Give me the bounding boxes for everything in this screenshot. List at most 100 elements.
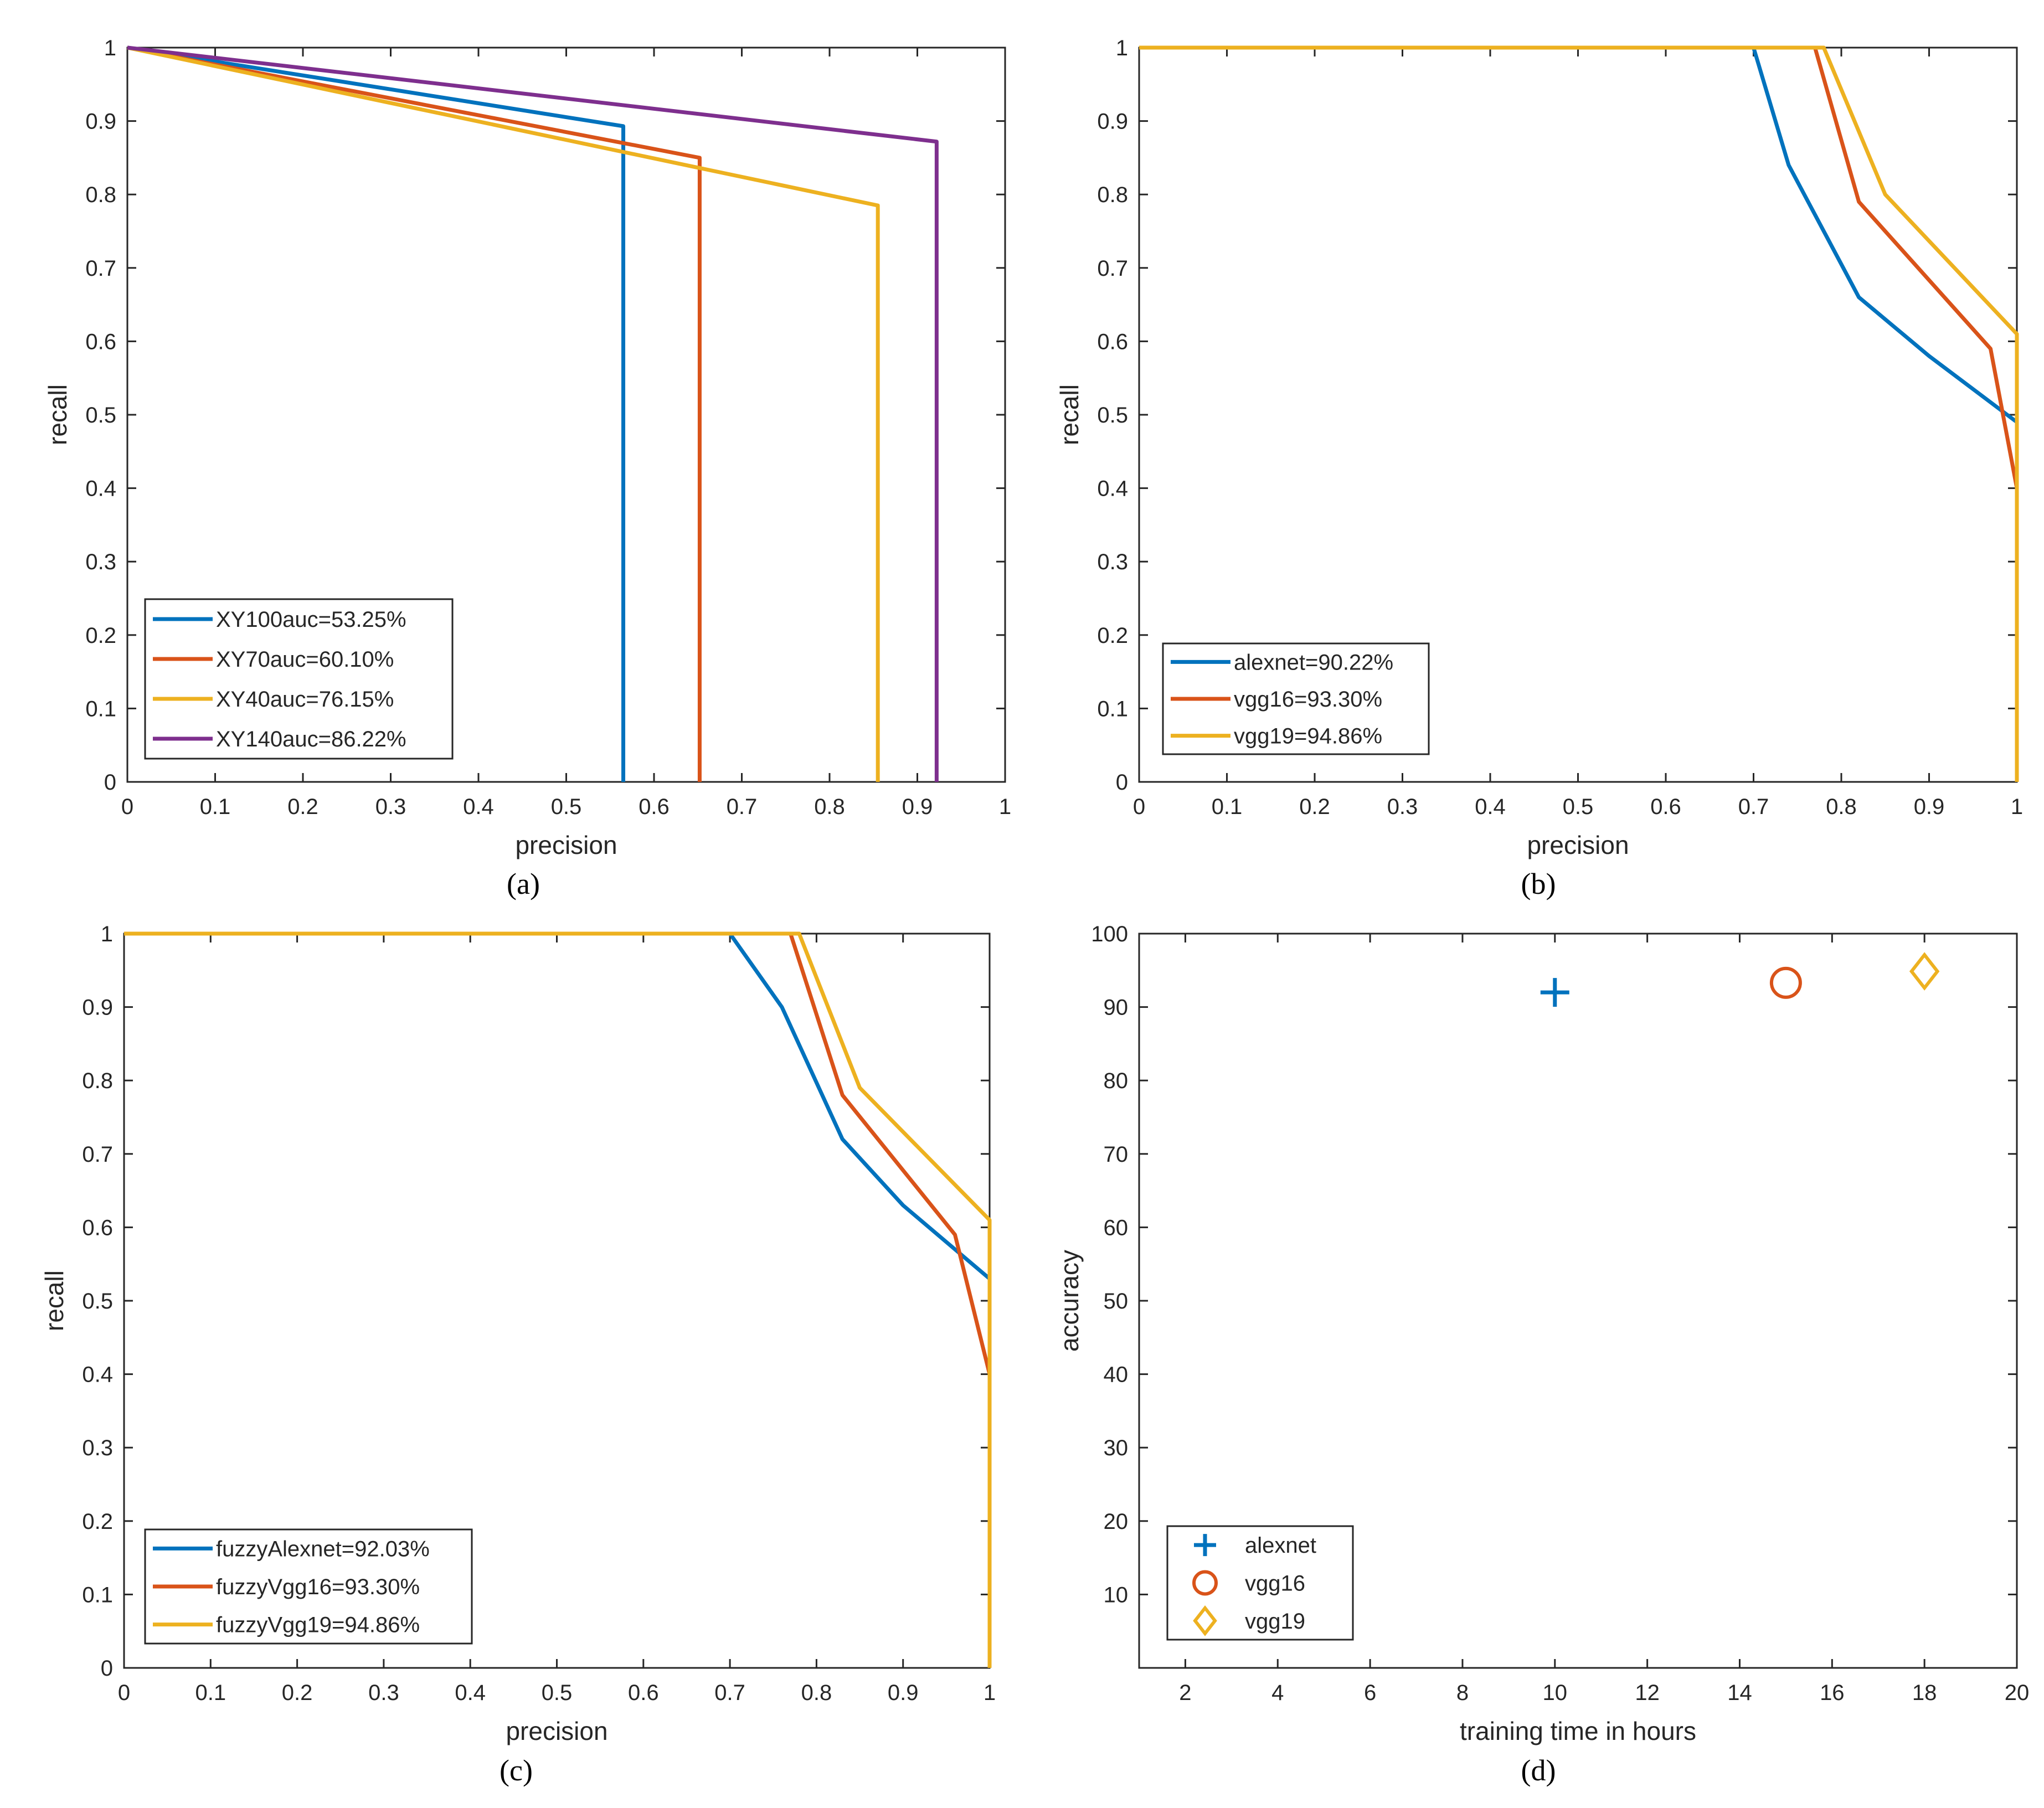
series-line-2: [127, 45, 880, 782]
x-tick-label: 0: [1133, 795, 1145, 819]
x-tick-label: 4: [1271, 1681, 1284, 1705]
y-tick-label: 90: [1104, 996, 1129, 1020]
x-tick-label: 1: [984, 1681, 996, 1705]
x-tick-label: 0.1: [195, 1681, 226, 1705]
y-tick-label: 0.3: [85, 550, 116, 574]
legend-label: XY100auc=53.25%: [216, 607, 406, 632]
series-line-2: [1139, 45, 2019, 782]
x-tick-label: 0.2: [287, 795, 318, 819]
y-tick-label: 0.9: [85, 110, 116, 134]
y-tick-label: 0.6: [85, 329, 116, 354]
x-tick-label: 0.8: [814, 795, 845, 819]
y-tick-label: 0.1: [85, 697, 116, 721]
y-tick-label: 0.8: [85, 183, 116, 207]
y-axis-label: recall: [43, 384, 72, 445]
y-tick-label: 0.8: [82, 1069, 113, 1093]
y-axis-label: recall: [1055, 384, 1084, 445]
legend-label: alexnet=90.22%: [1234, 650, 1393, 674]
legend-label: alexnet: [1245, 1533, 1316, 1558]
x-tick-label: 0.2: [1299, 795, 1330, 819]
series-point-0: [1540, 978, 1569, 1007]
y-tick-label: 0.7: [1097, 256, 1128, 281]
x-tick-label: 0.8: [801, 1681, 832, 1705]
y-tick-label: 0.5: [85, 403, 116, 427]
x-axis-label: training time in hours: [1460, 1717, 1696, 1745]
y-tick-label: 0.6: [82, 1215, 113, 1240]
y-tick-label: 0.2: [85, 624, 116, 648]
subplot-caption: (a): [507, 867, 540, 900]
legend-label: vgg16: [1245, 1572, 1305, 1596]
series-line-3: [127, 45, 939, 782]
y-tick-label: 0.5: [1097, 403, 1128, 427]
x-tick-label: 2: [1179, 1681, 1191, 1705]
x-tick-label: 0.4: [1475, 795, 1506, 819]
x-tick-label: 6: [1364, 1681, 1376, 1705]
legend-label: vgg16=93.30%: [1234, 687, 1382, 712]
x-axis-label: precision: [515, 831, 617, 859]
chart-c: 0 0.1 0.2 0.3 0.4 0.5 0.6 0.7 0.8 0.9 1 0 0.1 0.2 0.3 0…: [40, 922, 996, 1787]
y-axis-label: recall: [40, 1270, 69, 1331]
x-tick-label: 10: [1543, 1681, 1568, 1705]
x-tick-label: 1: [2011, 795, 2023, 819]
legend-label: XY140auc=86.22%: [216, 727, 406, 751]
legend-label: fuzzyAlexnet=92.03%: [216, 1537, 430, 1561]
y-tick-label: 0.9: [1097, 110, 1128, 134]
x-tick-label: 0.7: [714, 1681, 745, 1705]
legend-marker: [1193, 1605, 1217, 1636]
x-tick-label: 0.3: [1387, 795, 1418, 819]
x-axis-label: precision: [506, 1717, 607, 1745]
y-tick-label: 0.2: [1097, 624, 1128, 648]
y-tick-label: 1: [1116, 36, 1128, 60]
legend-label: vgg19: [1245, 1609, 1305, 1634]
subplot-caption: (d): [1521, 1754, 1556, 1787]
x-tick-label: 0.3: [375, 795, 406, 819]
y-tick-label: 0.2: [82, 1510, 113, 1534]
y-tick-label: 0: [104, 770, 116, 795]
x-tick-label: 8: [1456, 1681, 1469, 1705]
y-tick-label: 0.7: [85, 256, 116, 281]
x-tick-label: 14: [1727, 1681, 1752, 1705]
legend-marker: [1192, 1570, 1218, 1596]
y-tick-label: 0.6: [1097, 329, 1128, 354]
x-tick-label: 0.6: [639, 795, 670, 819]
x-tick-label: 0.6: [1650, 795, 1681, 819]
series-point-2: [1909, 952, 1940, 991]
x-tick-label: 12: [1635, 1681, 1660, 1705]
chart-d: 2 4 6 8 10 12 14 16 18 20 10 20 30 40 50 60 70 80 90 100 tra…: [1055, 922, 2029, 1787]
y-tick-label: 20: [1104, 1510, 1129, 1534]
y-tick-label: 40: [1104, 1363, 1129, 1387]
x-tick-label: 0.9: [1914, 795, 1945, 819]
y-tick-label: 0: [101, 1656, 113, 1681]
series-line-0: [127, 45, 626, 782]
x-tick-label: 0.5: [1563, 795, 1594, 819]
series-line-2: [124, 931, 992, 1668]
chart-a: 0 0.1 0.2 0.3 0.4 0.5 0.6 0.7 0.8 0.9 1 0 0.1 0.2 0.3 0…: [43, 36, 1011, 900]
y-tick-label: 0.1: [1097, 697, 1128, 721]
x-tick-label: 1: [999, 795, 1011, 819]
y-tick-label: 60: [1104, 1215, 1129, 1240]
x-tick-label: 0.5: [542, 1681, 573, 1705]
series-point-1: [1769, 966, 1802, 999]
x-tick-label: 18: [1912, 1681, 1937, 1705]
x-tick-label: 20: [2005, 1681, 2030, 1705]
x-tick-label: 0.1: [1212, 795, 1243, 819]
y-tick-label: 1: [101, 922, 113, 946]
y-tick-label: 50: [1104, 1289, 1129, 1313]
y-tick-label: 0.4: [85, 477, 116, 501]
legend-label: XY40auc=76.15%: [216, 687, 394, 712]
x-tick-label: 0.7: [727, 795, 758, 819]
subplot-caption: (c): [500, 1754, 533, 1787]
y-tick-label: 0.9: [82, 996, 113, 1020]
y-tick-label: 10: [1104, 1583, 1129, 1607]
x-tick-label: 0.4: [463, 795, 494, 819]
x-tick-label: 0.9: [902, 795, 933, 819]
y-tick-label: 0.3: [82, 1436, 113, 1460]
subplot-caption: (b): [1521, 867, 1556, 900]
y-axis-label: accuracy: [1055, 1250, 1084, 1352]
legend-marker: [1194, 1534, 1216, 1557]
legend-label: fuzzyVgg19=94.86%: [216, 1613, 420, 1637]
y-tick-label: 0.5: [82, 1289, 113, 1313]
x-tick-label: 0.6: [628, 1681, 659, 1705]
x-tick-label: 0.8: [1826, 795, 1857, 819]
y-tick-label: 30: [1104, 1436, 1129, 1460]
